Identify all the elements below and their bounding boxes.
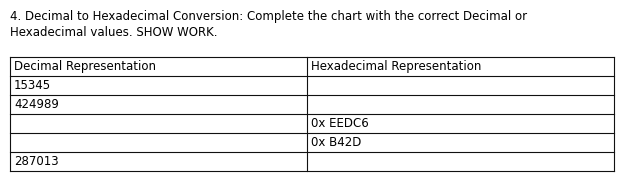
Text: 15345: 15345: [14, 79, 51, 92]
Text: 424989: 424989: [14, 98, 59, 111]
Text: Hexadecimal Representation: Hexadecimal Representation: [311, 60, 481, 73]
Text: Decimal Representation: Decimal Representation: [14, 60, 156, 73]
Text: 4. Decimal to Hexadecimal Conversion: Complete the chart with the correct Decima: 4. Decimal to Hexadecimal Conversion: Co…: [10, 10, 527, 23]
Text: 0x B42D: 0x B42D: [311, 136, 361, 149]
Text: Hexadecimal values. SHOW WORK.: Hexadecimal values. SHOW WORK.: [10, 26, 218, 39]
Text: 287013: 287013: [14, 155, 59, 168]
Text: 0x EEDC6: 0x EEDC6: [311, 117, 369, 130]
